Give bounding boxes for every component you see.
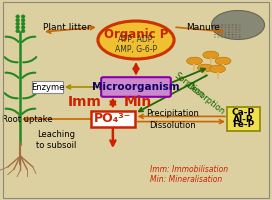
Ellipse shape (21, 22, 25, 26)
Ellipse shape (221, 36, 223, 38)
Ellipse shape (98, 21, 174, 59)
Ellipse shape (215, 57, 231, 65)
Ellipse shape (235, 24, 237, 26)
FancyBboxPatch shape (227, 107, 260, 131)
Ellipse shape (16, 26, 20, 29)
Ellipse shape (228, 27, 230, 28)
Ellipse shape (214, 29, 216, 30)
Ellipse shape (217, 27, 220, 28)
Ellipse shape (235, 29, 237, 30)
Ellipse shape (231, 34, 234, 35)
Ellipse shape (212, 10, 264, 40)
Ellipse shape (228, 36, 230, 38)
Ellipse shape (235, 34, 237, 35)
Ellipse shape (228, 34, 230, 35)
Ellipse shape (235, 27, 237, 28)
Ellipse shape (228, 32, 230, 33)
Text: Sorption: Sorption (172, 71, 206, 99)
Ellipse shape (224, 24, 227, 26)
Text: Plant litter: Plant litter (43, 22, 91, 31)
Ellipse shape (217, 29, 220, 30)
Ellipse shape (221, 27, 223, 28)
Ellipse shape (224, 27, 227, 28)
Text: Organic P: Organic P (104, 28, 168, 41)
Ellipse shape (221, 32, 223, 33)
Ellipse shape (217, 24, 220, 26)
Ellipse shape (210, 65, 225, 73)
Ellipse shape (217, 36, 220, 38)
Text: Manure: Manure (186, 22, 220, 31)
Ellipse shape (217, 34, 220, 35)
Ellipse shape (228, 24, 230, 26)
Ellipse shape (224, 34, 227, 35)
Ellipse shape (224, 36, 227, 38)
Ellipse shape (239, 27, 241, 28)
Ellipse shape (224, 32, 227, 33)
Ellipse shape (231, 27, 234, 28)
Ellipse shape (235, 32, 237, 33)
Ellipse shape (231, 29, 234, 30)
Ellipse shape (231, 36, 234, 38)
Ellipse shape (16, 22, 20, 26)
Text: Ca-P: Ca-P (232, 108, 255, 117)
Ellipse shape (214, 34, 216, 35)
Ellipse shape (21, 18, 25, 22)
Ellipse shape (239, 34, 241, 35)
Text: Al-P: Al-P (233, 114, 254, 123)
Ellipse shape (221, 24, 223, 26)
Text: Root uptake: Root uptake (2, 114, 52, 123)
Text: Imm: Immobilisation: Imm: Immobilisation (150, 164, 228, 173)
Text: Fe-P: Fe-P (232, 120, 255, 130)
Ellipse shape (231, 24, 234, 26)
Ellipse shape (203, 51, 219, 59)
Ellipse shape (21, 26, 25, 29)
Ellipse shape (214, 32, 216, 33)
Ellipse shape (214, 27, 216, 28)
Ellipse shape (197, 64, 213, 72)
Ellipse shape (21, 15, 25, 18)
Ellipse shape (231, 32, 234, 33)
FancyBboxPatch shape (91, 111, 135, 127)
Ellipse shape (16, 15, 20, 18)
Ellipse shape (217, 32, 220, 33)
Ellipse shape (16, 18, 20, 22)
Ellipse shape (228, 29, 230, 30)
Text: PO₄³⁻: PO₄³⁻ (94, 112, 132, 126)
Text: Leaching
to subsoil: Leaching to subsoil (36, 130, 76, 150)
Text: Desorption: Desorption (184, 81, 226, 117)
Ellipse shape (239, 24, 241, 26)
Ellipse shape (16, 29, 20, 33)
Text: Enzyme: Enzyme (31, 83, 64, 92)
FancyBboxPatch shape (32, 81, 63, 93)
Text: Min: Min (124, 95, 152, 109)
Ellipse shape (239, 29, 241, 30)
Ellipse shape (221, 29, 223, 30)
Ellipse shape (235, 36, 237, 38)
Text: Imm: Imm (68, 95, 102, 109)
Text: Precipitation: Precipitation (146, 108, 199, 117)
Ellipse shape (21, 29, 25, 33)
Ellipse shape (224, 29, 227, 30)
Ellipse shape (187, 57, 202, 65)
Ellipse shape (214, 36, 216, 38)
Text: Min: Mineralisation: Min: Mineralisation (150, 174, 222, 184)
FancyBboxPatch shape (101, 77, 171, 97)
Ellipse shape (239, 36, 241, 38)
Text: Dissolution: Dissolution (149, 120, 196, 130)
Ellipse shape (239, 32, 241, 33)
Text: Microorganism: Microorganism (92, 82, 180, 92)
Text: ATP, ADP,
AMP, G-6-P: ATP, ADP, AMP, G-6-P (115, 35, 157, 54)
Ellipse shape (221, 34, 223, 35)
Ellipse shape (214, 24, 216, 26)
